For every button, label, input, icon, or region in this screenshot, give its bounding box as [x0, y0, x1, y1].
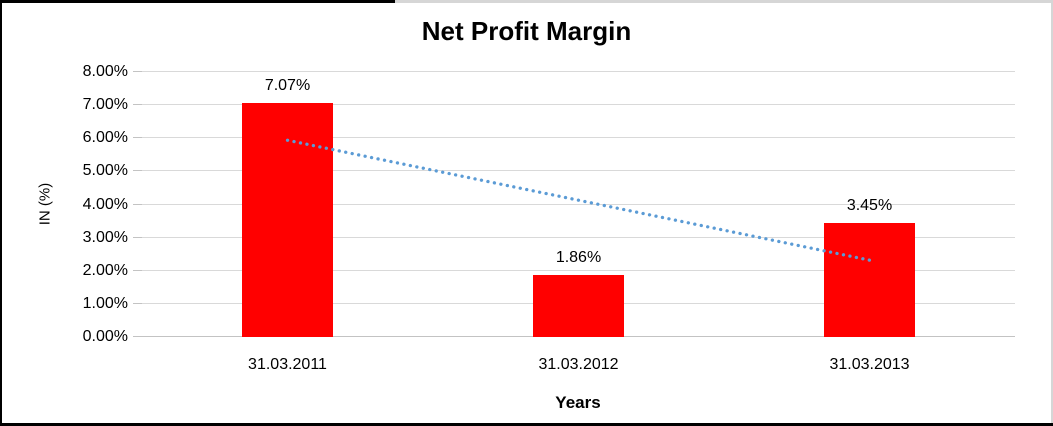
- trendline: [285, 138, 872, 262]
- bar-data-label: 7.07%: [264, 76, 311, 94]
- y-axis-tick-mark: [133, 170, 142, 171]
- y-axis-tick-mark: [133, 137, 142, 138]
- gridline: [142, 71, 1015, 72]
- x-axis-category-labels: 31.03.2011 31.03.2012 31.03.2013: [142, 356, 1015, 376]
- frame-border-bottom: [0, 423, 1053, 426]
- frame-border-top-black-segment: [0, 0, 395, 3]
- y-tick-label: 3.00%: [82, 228, 128, 246]
- chart-title: Net Profit Margin: [421, 16, 632, 46]
- gridline: [142, 170, 1015, 171]
- y-axis-tick-mark: [133, 270, 142, 271]
- y-tick-label: 5.00%: [82, 162, 128, 180]
- bar-data-label: 3.45%: [846, 196, 893, 214]
- x-category-label: 31.03.2011: [248, 356, 327, 373]
- y-tick-label: 1.00%: [82, 294, 128, 312]
- y-tick-label: 4.00%: [82, 195, 128, 213]
- y-axis-tick-mark: [133, 204, 142, 205]
- gridline: [142, 137, 1015, 138]
- frame-border-left: [0, 0, 2, 426]
- plot-area: 7.07% 1.86% 3.45%: [142, 71, 1015, 337]
- x-axis-title: Years: [555, 393, 601, 412]
- gridline: [142, 270, 1015, 271]
- y-axis-tick-mark: [133, 336, 142, 337]
- gridline: [142, 204, 1015, 205]
- y-tick-label: 0.00%: [82, 328, 128, 345]
- bar: [533, 275, 624, 337]
- y-axis-tick-mark: [133, 104, 142, 105]
- frame-border-top: [0, 0, 1053, 3]
- y-tick-label: 2.00%: [82, 261, 128, 279]
- y-axis-tick-mark: [133, 237, 142, 238]
- y-tick-label: 6.00%: [82, 129, 128, 147]
- trendline-svg: [285, 138, 872, 262]
- gridline: [142, 237, 1015, 238]
- frame-border-right: [1051, 0, 1053, 426]
- x-category-label: 31.03.2013: [829, 356, 910, 373]
- y-axis-tick-mark: [133, 71, 142, 72]
- bar: [824, 222, 915, 337]
- bar-data-label: 1.86%: [555, 249, 602, 267]
- x-category-label: 31.03.2012: [538, 356, 619, 373]
- y-tick-label: 7.00%: [82, 96, 128, 114]
- y-tick-label: 8.00%: [82, 63, 128, 80]
- gridline: [142, 104, 1015, 105]
- y-axis-tick-mark: [133, 303, 142, 304]
